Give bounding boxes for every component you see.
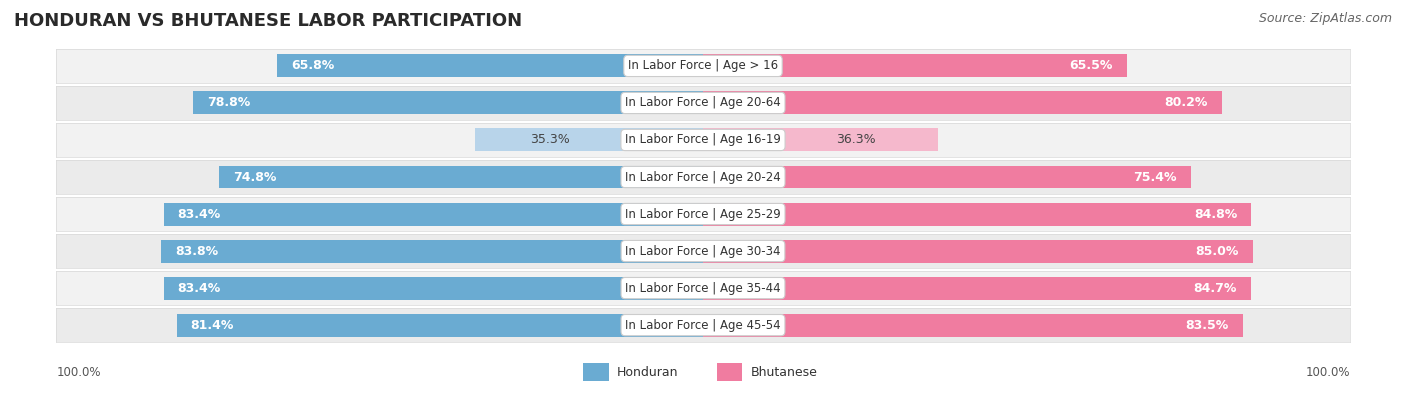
Text: 75.4%: 75.4%	[1133, 171, 1177, 184]
Text: 78.8%: 78.8%	[208, 96, 250, 109]
Text: 65.8%: 65.8%	[291, 59, 335, 72]
Text: 36.3%: 36.3%	[837, 134, 876, 147]
Text: 81.4%: 81.4%	[191, 319, 233, 332]
Text: In Labor Force | Age > 16: In Labor Force | Age > 16	[628, 59, 778, 72]
Text: In Labor Force | Age 20-24: In Labor Force | Age 20-24	[626, 171, 780, 184]
Text: In Labor Force | Age 16-19: In Labor Force | Age 16-19	[626, 134, 780, 147]
Text: 83.5%: 83.5%	[1185, 319, 1229, 332]
Text: 100.0%: 100.0%	[1305, 366, 1350, 379]
Text: Bhutanese: Bhutanese	[751, 366, 818, 379]
Text: In Labor Force | Age 25-29: In Labor Force | Age 25-29	[626, 207, 780, 220]
Text: In Labor Force | Age 20-64: In Labor Force | Age 20-64	[626, 96, 780, 109]
Text: 35.3%: 35.3%	[530, 134, 569, 147]
Text: In Labor Force | Age 30-34: In Labor Force | Age 30-34	[626, 245, 780, 258]
Text: 74.8%: 74.8%	[233, 171, 277, 184]
Text: HONDURAN VS BHUTANESE LABOR PARTICIPATION: HONDURAN VS BHUTANESE LABOR PARTICIPATIO…	[14, 12, 522, 30]
Text: 83.8%: 83.8%	[176, 245, 218, 258]
Text: In Labor Force | Age 35-44: In Labor Force | Age 35-44	[626, 282, 780, 295]
Text: 65.5%: 65.5%	[1069, 59, 1112, 72]
Text: 83.4%: 83.4%	[177, 207, 221, 220]
Text: 83.4%: 83.4%	[177, 282, 221, 295]
Text: 85.0%: 85.0%	[1195, 245, 1239, 258]
Text: 84.7%: 84.7%	[1194, 282, 1237, 295]
Text: 80.2%: 80.2%	[1164, 96, 1208, 109]
Text: 84.8%: 84.8%	[1194, 207, 1237, 220]
Text: In Labor Force | Age 45-54: In Labor Force | Age 45-54	[626, 319, 780, 332]
Text: Source: ZipAtlas.com: Source: ZipAtlas.com	[1258, 12, 1392, 25]
Text: 100.0%: 100.0%	[56, 366, 101, 379]
Text: Honduran: Honduran	[617, 366, 679, 379]
